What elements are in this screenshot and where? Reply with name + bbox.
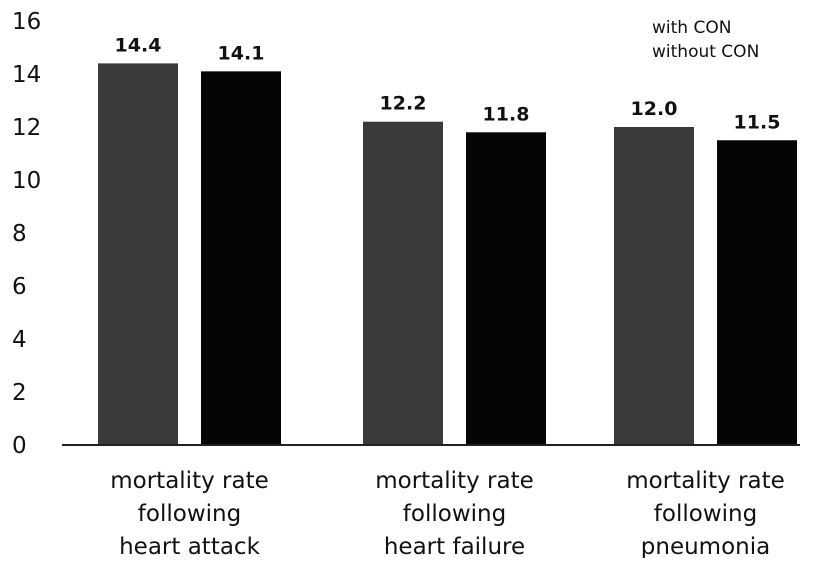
category-label: heart failure (384, 534, 525, 558)
data-label: 12.2 (380, 93, 427, 115)
bar-with-con (98, 63, 178, 446)
data-label: 11.5 (734, 111, 781, 133)
data-label: 14.1 (218, 42, 265, 64)
y-tick-label: 14 (12, 62, 41, 88)
bar-with-con (363, 121, 443, 445)
data-label: 11.8 (483, 103, 530, 125)
y-tick-label: 2 (12, 380, 27, 406)
bar-without-con (201, 71, 281, 445)
data-label: 12.0 (631, 98, 678, 120)
y-tick-label: 8 (12, 221, 27, 247)
category-label: following (403, 501, 506, 527)
legend-entry: with CON (652, 18, 731, 38)
category-label: following (654, 501, 757, 527)
category-label: mortality rate (375, 468, 533, 494)
y-tick-label: 4 (12, 327, 27, 353)
y-tick-label: 0 (12, 433, 27, 459)
y-tick-label: 10 (12, 168, 41, 194)
category-label: heart attack (119, 534, 260, 558)
bar-without-con (466, 132, 546, 446)
category-label: mortality rate (110, 468, 268, 494)
legend-entry: without CON (652, 42, 759, 62)
bar-with-con (614, 127, 694, 445)
y-tick-label: 16 (12, 9, 41, 35)
category-label: following (138, 501, 241, 527)
bar-without-con (717, 140, 797, 445)
y-tick-label: 6 (12, 274, 27, 300)
data-label: 14.4 (115, 34, 162, 56)
category-label: mortality rate (626, 468, 784, 494)
y-tick-label: 12 (12, 115, 41, 141)
category-label: pneumonia (641, 534, 770, 558)
